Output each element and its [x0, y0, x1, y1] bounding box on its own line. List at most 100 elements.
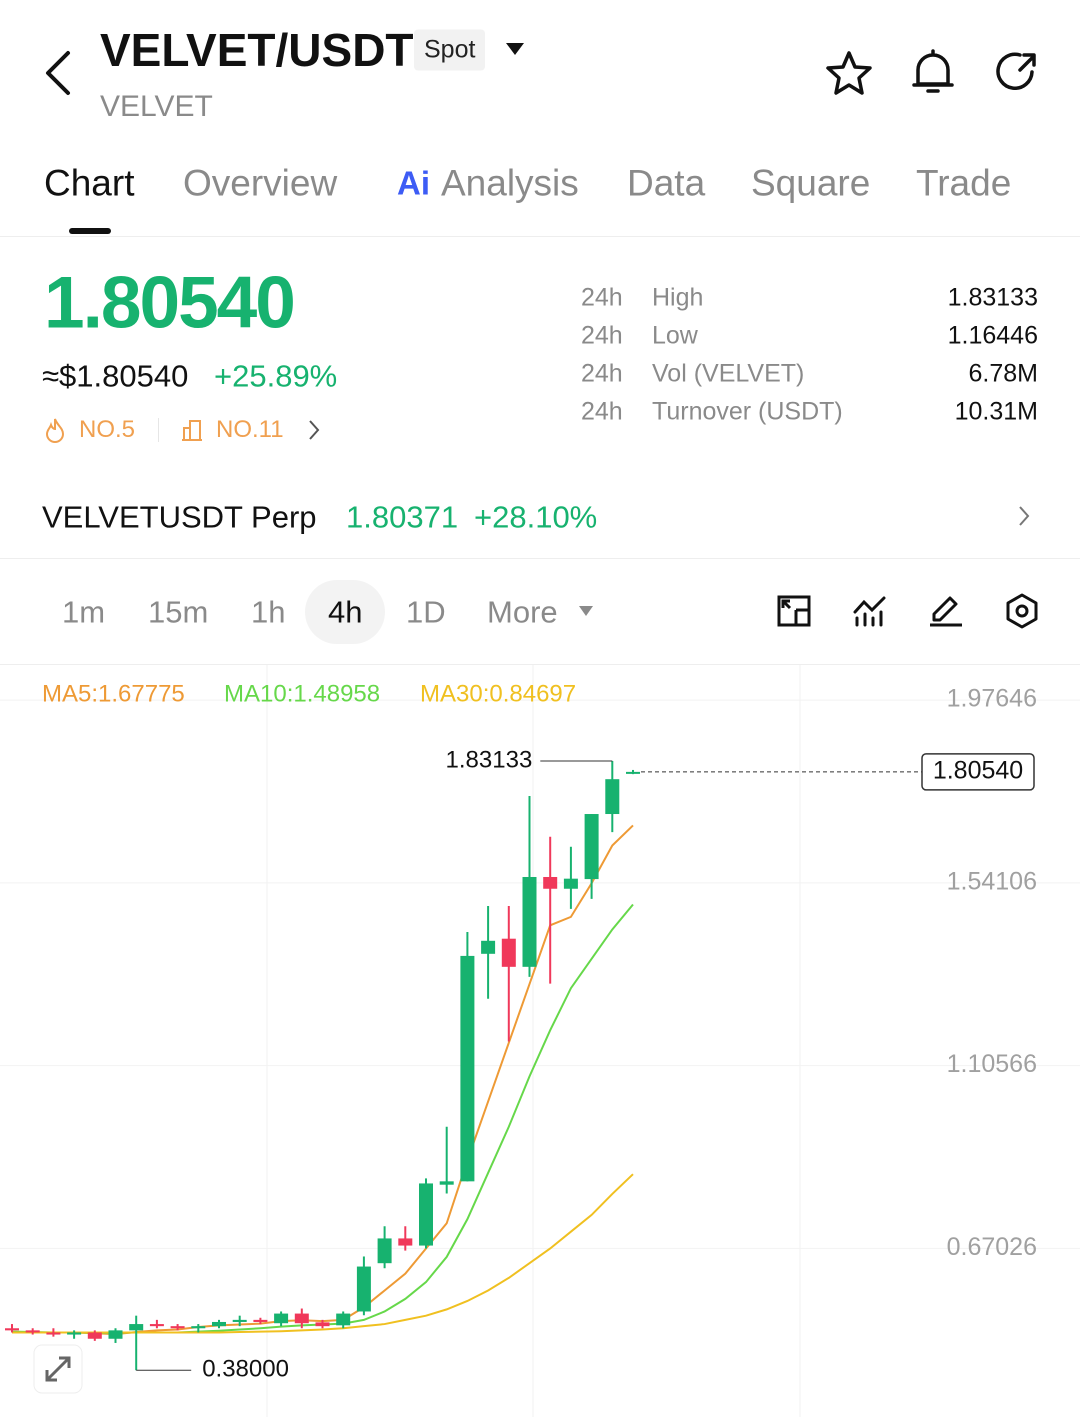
share-icon[interactable] — [994, 50, 1040, 96]
y-tick-label: 0.67026 — [947, 1233, 1037, 1261]
sector-rank[interactable]: NO.11 — [216, 416, 284, 443]
candle-body — [356, 1266, 371, 1312]
stat-value: 1.16446 — [947, 321, 1038, 350]
pair-title: VELVET/USDT — [100, 24, 414, 76]
dropdown-icon[interactable] — [505, 42, 525, 56]
tab[interactable]: Data — [627, 162, 706, 204]
candle-body — [522, 876, 537, 967]
ma-line — [12, 1173, 634, 1334]
candle-body — [212, 1321, 226, 1327]
indicator-icon[interactable] — [852, 594, 888, 628]
draw-icon[interactable] — [928, 594, 964, 628]
stat-period: 24h — [581, 359, 623, 388]
candle-body — [398, 1238, 413, 1246]
tab[interactable]: Analysis — [441, 162, 579, 204]
last-price-label: 1.80540 — [933, 756, 1023, 784]
market-type[interactable]: Spot — [414, 29, 486, 71]
tab[interactable]: Chart — [44, 162, 135, 204]
high-marker-label: 1.83133 — [446, 746, 533, 773]
chevron[interactable] — [306, 418, 322, 442]
candle-body — [315, 1322, 330, 1327]
stat-value: 1.83133 — [947, 283, 1038, 312]
perp-change: +28.10% — [474, 499, 598, 535]
candle-body — [543, 876, 558, 889]
candle-body — [170, 1326, 185, 1329]
candle-body — [294, 1313, 309, 1324]
ma-legend: MA10:1.48958 — [224, 680, 380, 707]
candle-body — [87, 1332, 102, 1339]
candlestick-chart: 1.97646 1.54106 1.10566 0.67026 0.23486 MA5:1… — [0, 665, 1080, 1417]
stat-value: 6.78M — [968, 359, 1038, 388]
candle-body — [274, 1313, 289, 1324]
candle-body — [419, 1183, 433, 1246]
candle-body — [605, 779, 620, 815]
stat-period: 24h — [581, 397, 623, 426]
stat-period: 24h — [581, 321, 623, 350]
perp-price: 1.80371 — [346, 499, 459, 535]
stat-label: Vol (VELVET) — [652, 359, 805, 388]
candle-body — [481, 940, 496, 954]
perp-name[interactable]: VELVETUSDT Perp — [42, 499, 317, 535]
settings-icon[interactable] — [1004, 593, 1040, 629]
candle-body — [25, 1330, 40, 1333]
chevron[interactable] — [1016, 504, 1032, 528]
candle-body — [501, 938, 516, 967]
candle-body — [108, 1330, 123, 1339]
y-tick-label: 1.54106 — [947, 867, 1037, 895]
dropdown-icon[interactable] — [578, 605, 594, 617]
y-tick-label: 0.23486 — [947, 1416, 1037, 1417]
sector-icon — [182, 420, 202, 441]
candle-body — [584, 814, 599, 880]
stat-label: Turnover (USDT) — [652, 397, 843, 426]
alert-icon[interactable] — [910, 48, 956, 96]
candle-body — [67, 1332, 82, 1335]
ai-badge: Ai — [397, 164, 430, 202]
interval-more[interactable]: More — [487, 594, 558, 630]
divider — [0, 236, 1080, 237]
candle-body — [563, 878, 578, 889]
expand-button[interactable] — [33, 1344, 83, 1394]
candle-body — [439, 1181, 454, 1185]
candle-body — [191, 1326, 206, 1329]
divider — [0, 664, 1080, 665]
interval[interactable]: 1h — [251, 594, 286, 630]
candle-body — [460, 955, 475, 1182]
candle-body — [149, 1324, 164, 1327]
base-asset: VELVET — [100, 90, 213, 123]
y-tick-label: 1.97646 — [947, 685, 1037, 713]
chart-icon[interactable] — [776, 594, 812, 628]
interval[interactable]: 1D — [406, 594, 446, 630]
candle-body — [336, 1313, 351, 1326]
candle-body — [377, 1238, 392, 1264]
last-price: 1.80540 — [44, 262, 296, 344]
usd-price: ≈$1.80540 — [42, 358, 189, 394]
interval[interactable]: 4h — [328, 594, 363, 630]
interval[interactable]: 15m — [148, 594, 209, 630]
stat-label: Low — [652, 321, 698, 350]
candle-body — [626, 771, 640, 774]
divider — [0, 558, 1080, 559]
interval[interactable]: 1m — [62, 594, 106, 630]
back-button[interactable] — [40, 48, 80, 98]
tab-indicator — [69, 228, 111, 234]
hot-rank[interactable]: NO.5 — [79, 416, 136, 443]
favorite-icon[interactable] — [824, 50, 874, 96]
ma-line — [12, 824, 634, 1336]
interval-selected-bg — [305, 580, 385, 644]
y-tick-label: 1.10566 — [947, 1050, 1037, 1078]
stat-label: High — [652, 283, 704, 312]
tab[interactable]: Trade — [916, 162, 1012, 204]
tab[interactable]: Square — [751, 162, 871, 204]
candle-body — [46, 1332, 61, 1335]
tab[interactable]: Overview — [183, 162, 338, 204]
candle-body — [129, 1324, 144, 1331]
stat-value: 10.31M — [954, 397, 1038, 426]
last-price-box — [921, 753, 1035, 791]
candle-body — [5, 1328, 19, 1331]
ma-legend: MA30:0.84697 — [420, 680, 576, 707]
price-change: +25.89% — [214, 358, 338, 394]
candle-body — [253, 1319, 268, 1322]
ma-legend: MA5:1.67775 — [42, 680, 185, 707]
separator — [158, 418, 159, 442]
